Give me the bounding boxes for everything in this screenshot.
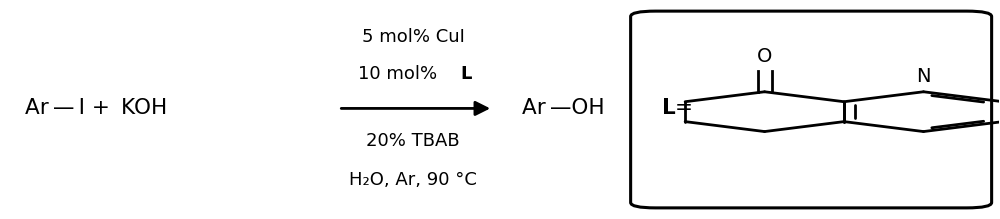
Text: 20% TBAB: 20% TBAB	[366, 132, 460, 150]
FancyBboxPatch shape	[631, 11, 992, 208]
Text: Ar — I +  KOH: Ar — I + KOH	[25, 98, 167, 118]
Text: $\mathbf{L}$=: $\mathbf{L}$=	[661, 98, 692, 118]
Text: H₂O, Ar, 90 °C: H₂O, Ar, 90 °C	[349, 171, 477, 189]
Text: O: O	[757, 47, 772, 66]
Text: 10 mol%: 10 mol%	[358, 65, 443, 83]
Text: 5 mol% CuI: 5 mol% CuI	[362, 28, 465, 46]
Text: Ar —OH: Ar —OH	[522, 98, 604, 118]
Text: L: L	[460, 65, 472, 83]
Text: N: N	[916, 67, 931, 86]
